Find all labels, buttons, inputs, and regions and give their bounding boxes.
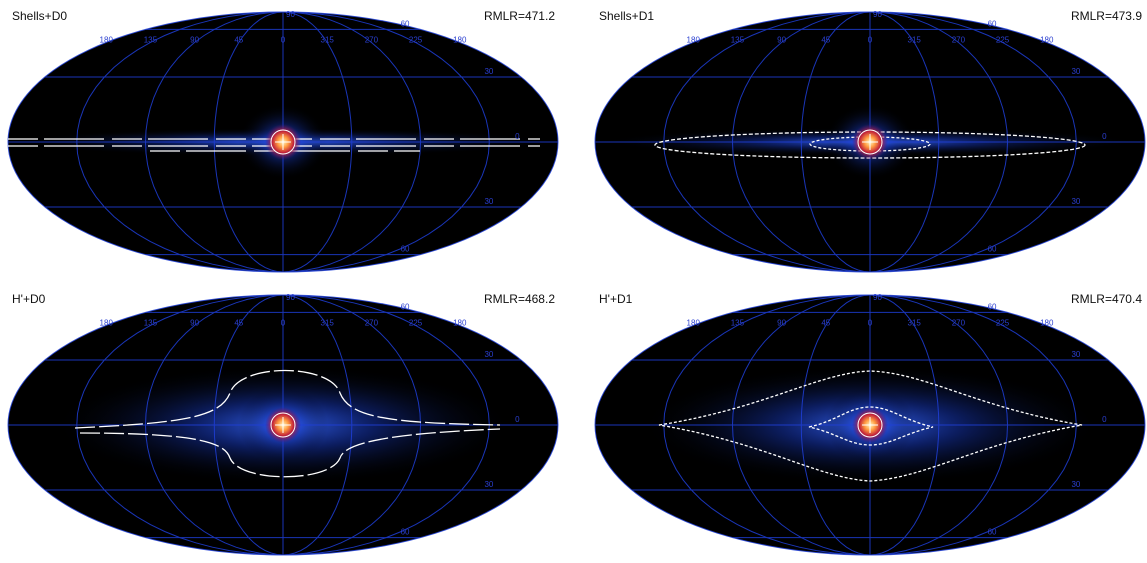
core-cross <box>862 417 878 433</box>
core-ring <box>857 412 883 438</box>
contours <box>658 370 1083 482</box>
core-ring <box>270 129 296 155</box>
longitude-label: 0 <box>868 318 873 327</box>
contour <box>658 370 1083 482</box>
panel-title: H'+D1 <box>599 292 633 306</box>
longitude-label: 135 <box>731 318 745 327</box>
core-cross <box>862 134 878 150</box>
contour <box>808 406 934 446</box>
longitude-label: 315 <box>908 35 922 44</box>
graticule <box>594 11 1146 273</box>
latitude-label: 90 <box>286 293 295 302</box>
latitude-label: 0 <box>1102 415 1107 424</box>
longitude-label: 180 <box>100 318 114 327</box>
longitude-label: 0 <box>868 35 873 44</box>
longitude-label: 180 <box>687 35 701 44</box>
latitude-label: 90 <box>873 293 882 302</box>
panel-title: H'+D0 <box>12 292 46 306</box>
contour <box>74 369 501 478</box>
latitude-label: 60 <box>401 302 410 311</box>
longitude-label: 180 <box>100 35 114 44</box>
longitude-label: 90 <box>777 318 786 327</box>
latitude-label: 90 <box>286 10 295 19</box>
latitude-label: 90 <box>873 10 882 19</box>
panel-title: Shells+D1 <box>599 9 654 23</box>
latitude-label: 60 <box>988 528 997 537</box>
latitude-label: 0 <box>515 415 520 424</box>
graticule <box>594 294 1146 556</box>
longitude-label: 90 <box>190 318 199 327</box>
longitude-label: 270 <box>952 35 966 44</box>
longitude-label: 180 <box>687 318 701 327</box>
sky-map-panel: Shells+D0 RMLR=471.2 180 135 90 45 0 315 270 225 1… <box>7 9 559 273</box>
panel-statistic: RMLR=471.2 <box>484 9 555 23</box>
longitude-label: 135 <box>144 35 158 44</box>
core-ring <box>857 129 883 155</box>
panel-statistic: RMLR=470.4 <box>1071 292 1142 306</box>
longitude-label: 90 <box>777 35 786 44</box>
latitude-label: 30 <box>484 67 493 76</box>
latitude-label: 60 <box>988 245 997 254</box>
longitude-label: 45 <box>234 318 243 327</box>
sky-map-panel: H'+D1 RMLR=470.4 180 135 90 45 0 315 270 225 180 90… <box>594 292 1146 556</box>
latitude-label: 30 <box>484 480 493 489</box>
core-ring <box>270 412 296 438</box>
latitude-label: 0 <box>515 132 520 141</box>
latitude-label: 60 <box>401 19 410 28</box>
latitude-label: 30 <box>1071 350 1080 359</box>
longitude-label: 45 <box>821 318 830 327</box>
longitude-label: 315 <box>321 318 335 327</box>
outline <box>594 11 1146 273</box>
latitude-label: 30 <box>1071 197 1080 206</box>
core-cross <box>275 417 291 433</box>
outline <box>7 294 559 556</box>
longitude-label: 225 <box>996 318 1010 327</box>
longitude-label: 315 <box>908 318 922 327</box>
latitude-label: 60 <box>988 19 997 28</box>
outline <box>7 11 559 273</box>
longitude-label: 45 <box>234 35 243 44</box>
longitude-label: 270 <box>952 318 966 327</box>
latitude-label: 30 <box>1071 67 1080 76</box>
longitude-label: 225 <box>409 35 423 44</box>
longitude-label: 135 <box>731 35 745 44</box>
longitude-label: 180 <box>453 35 467 44</box>
sky-map-panel: H'+D0 RMLR=468.2 180 135 90 45 0 315 270 225 180 90… <box>7 292 559 556</box>
longitude-label: 225 <box>996 35 1010 44</box>
graticule <box>7 11 559 273</box>
longitude-label: 315 <box>321 35 335 44</box>
sky-map-panel: Shells+D1 RMLR=473.9 180 135 90 45 0 315 270 225 1… <box>594 9 1146 273</box>
latitude-label: 30 <box>1071 480 1080 489</box>
latitude-label: 60 <box>401 245 410 254</box>
longitude-label: 135 <box>144 318 158 327</box>
outline <box>594 294 1146 556</box>
longitude-label: 180 <box>1040 318 1054 327</box>
contours <box>74 369 501 478</box>
longitude-label: 270 <box>365 35 379 44</box>
longitude-label: 180 <box>453 318 467 327</box>
longitude-label: 0 <box>281 318 286 327</box>
longitude-label: 45 <box>821 35 830 44</box>
latitude-label: 60 <box>401 528 410 537</box>
latitude-label: 30 <box>484 350 493 359</box>
panel-title: Shells+D0 <box>12 9 67 23</box>
core-cross <box>275 134 291 150</box>
panel-statistic: RMLR=473.9 <box>1071 9 1142 23</box>
latitude-label: 0 <box>1102 132 1107 141</box>
longitude-label: 0 <box>281 35 286 44</box>
longitude-label: 225 <box>409 318 423 327</box>
longitude-label: 180 <box>1040 35 1054 44</box>
latitude-label: 60 <box>988 302 997 311</box>
latitude-label: 30 <box>484 197 493 206</box>
panel-statistic: RMLR=468.2 <box>484 292 555 306</box>
longitude-label: 270 <box>365 318 379 327</box>
longitude-label: 90 <box>190 35 199 44</box>
